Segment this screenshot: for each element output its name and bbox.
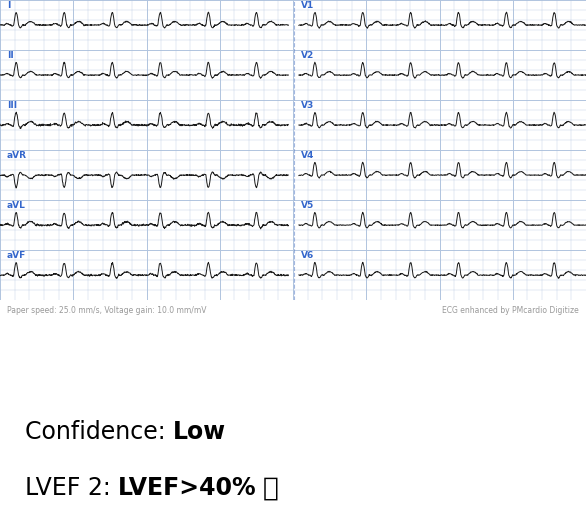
Text: ECG enhanced by PMcardio Digitize: ECG enhanced by PMcardio Digitize [442, 305, 579, 315]
Text: aVF: aVF [7, 251, 26, 259]
Text: Confidence:: Confidence: [25, 420, 173, 444]
Text: V3: V3 [301, 101, 314, 110]
Text: Paper speed: 25.0 mm/s, Voltage gain: 10.0 mm/mV: Paper speed: 25.0 mm/s, Voltage gain: 10… [7, 305, 206, 315]
Text: III: III [7, 101, 17, 110]
Text: ✅: ✅ [263, 476, 279, 502]
Text: LVEF>40%: LVEF>40% [118, 476, 257, 500]
Text: V1: V1 [301, 1, 314, 9]
Text: aVL: aVL [7, 200, 26, 210]
Text: Low: Low [173, 420, 226, 444]
Text: II: II [7, 51, 14, 60]
Text: LVEF 2:: LVEF 2: [25, 476, 118, 500]
Text: V2: V2 [301, 51, 314, 60]
Text: I: I [7, 1, 11, 9]
Text: V4: V4 [301, 150, 314, 160]
Text: V5: V5 [301, 200, 314, 210]
Text: aVR: aVR [7, 150, 27, 160]
Text: V6: V6 [301, 251, 314, 259]
